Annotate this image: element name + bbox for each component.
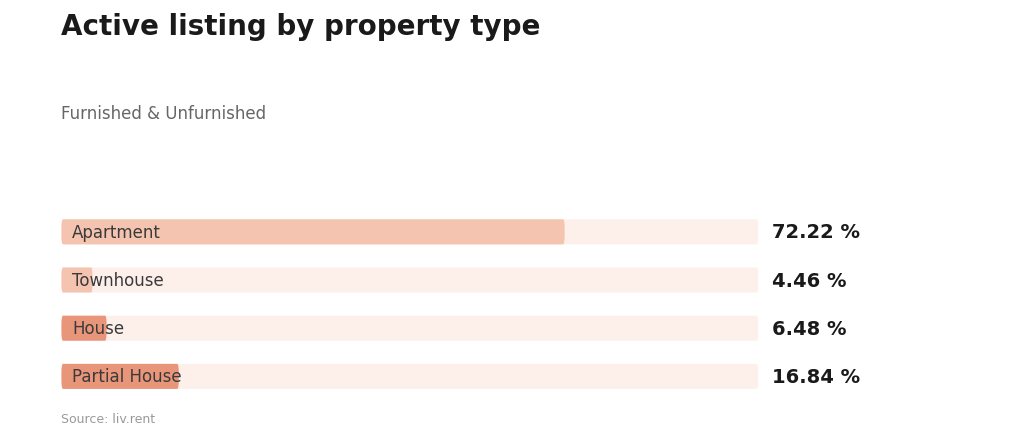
Text: 16.84 %: 16.84 % (772, 367, 860, 386)
FancyBboxPatch shape (61, 316, 758, 341)
Text: Active listing by property type: Active listing by property type (61, 13, 541, 41)
Text: 6.48 %: 6.48 % (772, 319, 846, 338)
FancyBboxPatch shape (61, 364, 179, 389)
Text: 4.46 %: 4.46 % (772, 271, 846, 290)
Text: 72.22 %: 72.22 % (772, 223, 859, 242)
Text: Townhouse: Townhouse (72, 272, 164, 290)
FancyBboxPatch shape (61, 268, 92, 293)
Text: Apartment: Apartment (72, 223, 161, 241)
FancyBboxPatch shape (61, 220, 758, 245)
FancyBboxPatch shape (61, 220, 564, 245)
Text: Source: liv.rent: Source: liv.rent (61, 412, 156, 425)
Text: House: House (72, 319, 124, 337)
FancyBboxPatch shape (61, 268, 758, 293)
Text: Partial House: Partial House (72, 367, 182, 385)
FancyBboxPatch shape (61, 364, 758, 389)
Text: Furnished & Unfurnished: Furnished & Unfurnished (61, 105, 266, 123)
FancyBboxPatch shape (61, 316, 106, 341)
